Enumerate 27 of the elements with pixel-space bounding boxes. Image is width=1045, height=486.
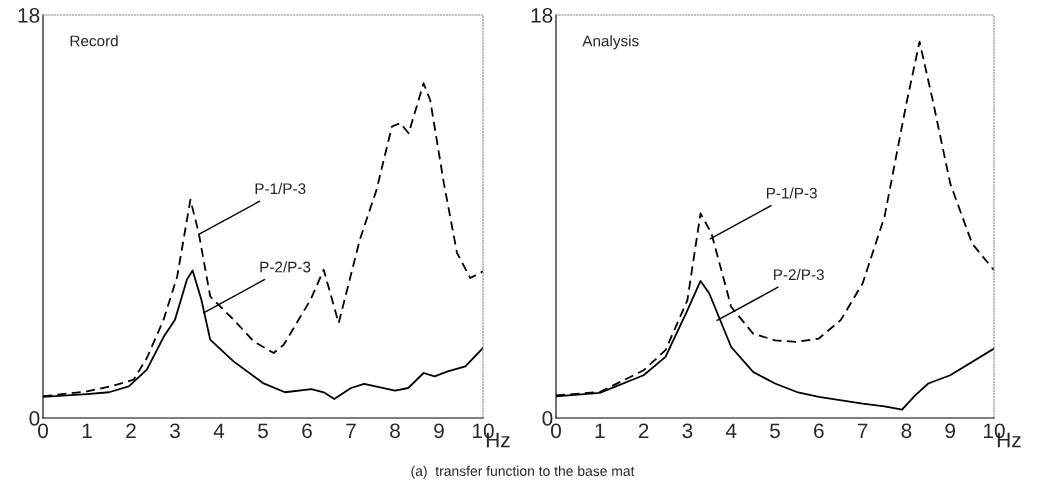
x-tick-label: 3: [170, 423, 180, 439]
annotation: P-2/P-3: [260, 261, 311, 273]
x-tick-label: 9: [434, 423, 444, 439]
x-tick-label: 7: [346, 423, 356, 438]
annotation: P-2/P-3: [773, 268, 824, 281]
x-tick-label: 3: [682, 423, 693, 439]
x-tick-label: 4: [213, 423, 225, 438]
x-tick-label: 1: [82, 423, 92, 438]
x-tick-label: 8: [901, 423, 912, 439]
x-tick-label: 8: [390, 423, 400, 439]
annotation: P-1/P-3: [255, 182, 306, 195]
annotation: P-1/P-3: [766, 187, 817, 199]
x-tick-label: 2: [638, 423, 649, 438]
x-tick-label: 4: [725, 423, 737, 438]
y-tick-label: 18: [18, 8, 40, 23]
text: (a) transfer function to the base mat: [411, 465, 635, 479]
x-tick-label: 5: [770, 423, 780, 439]
x-tick-label: 6: [302, 423, 312, 439]
text: Record: [70, 35, 118, 47]
x-tick-label: 2: [126, 423, 136, 438]
x-tick-label: 7: [857, 423, 868, 438]
y-tick-label: 18: [531, 8, 553, 23]
x-tick-label: 1: [595, 423, 605, 438]
x-tick-label: 5: [258, 423, 268, 439]
x-tick-label: 9: [945, 423, 956, 439]
text: Analysis: [582, 35, 639, 50]
x-tick-label: 6: [814, 423, 824, 439]
